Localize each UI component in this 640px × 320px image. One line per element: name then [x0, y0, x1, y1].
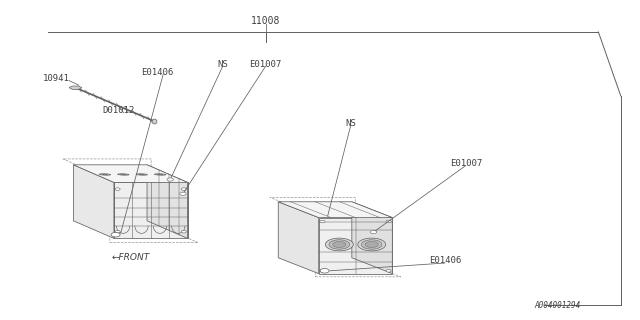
Text: 11008: 11008 — [251, 16, 280, 26]
Text: E01406: E01406 — [141, 68, 173, 76]
Polygon shape — [365, 242, 378, 247]
Polygon shape — [325, 238, 353, 251]
Circle shape — [386, 269, 391, 272]
Polygon shape — [333, 242, 346, 247]
Polygon shape — [278, 202, 319, 274]
Polygon shape — [352, 202, 392, 274]
Polygon shape — [329, 240, 349, 249]
Polygon shape — [157, 174, 163, 175]
Text: 10941: 10941 — [43, 74, 70, 83]
Polygon shape — [99, 174, 111, 175]
Text: NS: NS — [218, 60, 228, 68]
Polygon shape — [139, 174, 145, 175]
Polygon shape — [147, 165, 188, 238]
Text: D01012: D01012 — [102, 106, 134, 115]
Text: NS: NS — [346, 119, 356, 128]
Polygon shape — [120, 174, 126, 175]
Circle shape — [167, 178, 173, 181]
Circle shape — [386, 220, 391, 223]
Polygon shape — [74, 165, 188, 182]
Circle shape — [111, 233, 120, 237]
Circle shape — [180, 192, 186, 195]
Text: E01406: E01406 — [429, 256, 461, 265]
Circle shape — [181, 188, 186, 190]
Polygon shape — [118, 174, 129, 175]
Polygon shape — [114, 182, 188, 238]
Circle shape — [320, 268, 329, 273]
Polygon shape — [319, 218, 392, 274]
Polygon shape — [362, 240, 382, 249]
Circle shape — [115, 188, 120, 190]
Polygon shape — [69, 86, 82, 89]
Text: ←FRONT: ←FRONT — [112, 253, 150, 262]
Polygon shape — [154, 174, 166, 175]
Polygon shape — [278, 202, 392, 218]
Polygon shape — [136, 174, 147, 175]
Text: E01007: E01007 — [250, 60, 282, 68]
Text: A004001294: A004001294 — [535, 301, 581, 310]
Text: E01007: E01007 — [450, 159, 482, 168]
Polygon shape — [102, 174, 108, 175]
Circle shape — [320, 220, 325, 223]
Circle shape — [115, 230, 120, 233]
Circle shape — [181, 230, 186, 233]
Polygon shape — [358, 238, 386, 251]
Circle shape — [371, 230, 377, 234]
Circle shape — [320, 269, 325, 272]
Polygon shape — [74, 165, 114, 238]
